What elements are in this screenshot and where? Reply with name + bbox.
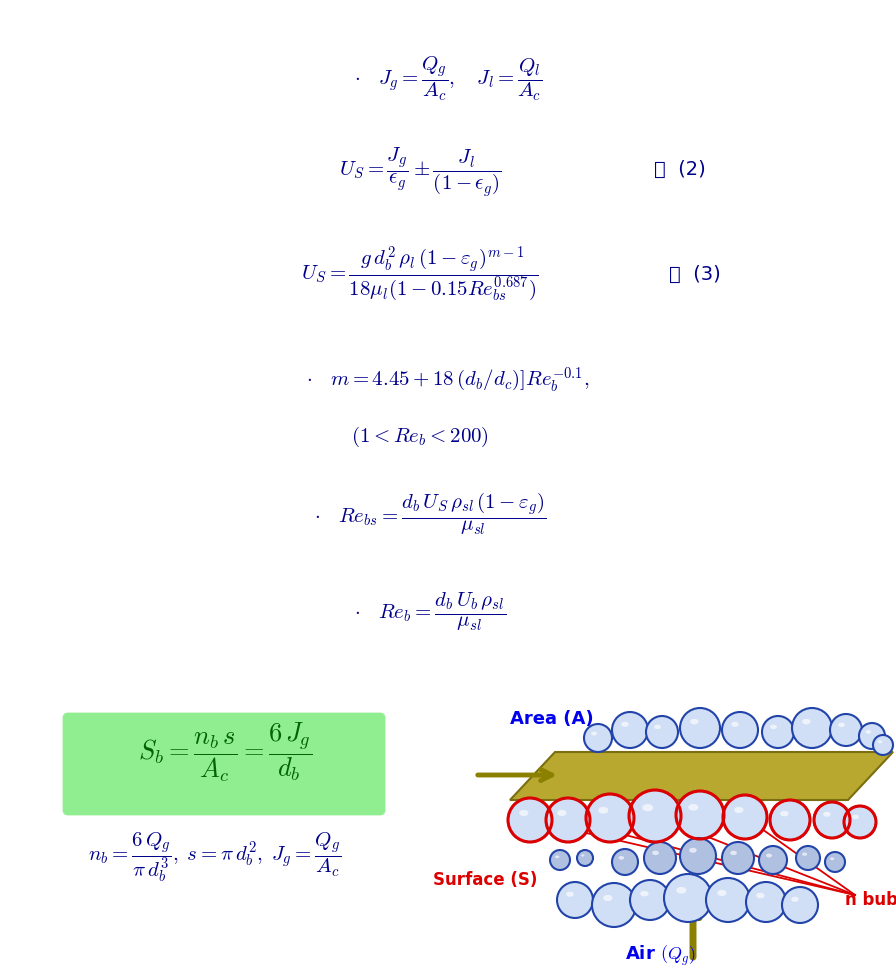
Ellipse shape — [730, 851, 737, 855]
Ellipse shape — [830, 858, 834, 861]
Ellipse shape — [556, 856, 559, 858]
Ellipse shape — [591, 732, 597, 736]
Ellipse shape — [603, 894, 613, 901]
Circle shape — [592, 883, 636, 927]
Circle shape — [676, 791, 724, 839]
Circle shape — [746, 882, 786, 922]
Text: 식  (3): 식 (3) — [669, 265, 721, 284]
Circle shape — [680, 708, 720, 748]
Circle shape — [646, 716, 678, 748]
Text: $\cdot \quad J_g = \dfrac{Q_g}{A_c}, \quad J_l = \dfrac{Q_l}{A_c}$: $\cdot \quad J_g = \dfrac{Q_g}{A_c}, \qu… — [354, 55, 542, 103]
Circle shape — [584, 724, 612, 752]
Ellipse shape — [566, 892, 573, 896]
Ellipse shape — [689, 848, 697, 853]
Circle shape — [873, 735, 893, 755]
Circle shape — [759, 846, 787, 874]
Circle shape — [629, 790, 681, 842]
Circle shape — [796, 846, 820, 870]
Circle shape — [814, 802, 850, 838]
Ellipse shape — [642, 804, 653, 811]
Text: 식  (2): 식 (2) — [654, 160, 706, 179]
Ellipse shape — [791, 896, 798, 902]
Circle shape — [723, 795, 767, 839]
Ellipse shape — [652, 851, 659, 855]
Circle shape — [644, 842, 676, 874]
Circle shape — [557, 882, 593, 918]
Circle shape — [664, 874, 712, 922]
FancyBboxPatch shape — [64, 714, 384, 814]
Circle shape — [782, 887, 818, 923]
Ellipse shape — [802, 718, 811, 724]
Text: Air $(Q_g)$: Air $(Q_g)$ — [625, 944, 695, 967]
Ellipse shape — [582, 854, 584, 857]
Circle shape — [762, 716, 794, 748]
Ellipse shape — [731, 721, 738, 727]
Circle shape — [508, 798, 552, 842]
Circle shape — [825, 852, 845, 872]
Circle shape — [830, 714, 862, 746]
Ellipse shape — [618, 856, 625, 860]
Text: $(1 < Re_b < 200)$: $(1 < Re_b < 200)$ — [351, 425, 489, 449]
Ellipse shape — [557, 810, 566, 816]
Circle shape — [612, 849, 638, 875]
Text: $\cdot \quad Re_{bs} = \dfrac{d_b\,U_S\,\rho_{sl}\,(1-\varepsilon_g)}{\mu_{sl}}$: $\cdot \quad Re_{bs} = \dfrac{d_b\,U_S\,… — [314, 490, 547, 537]
Ellipse shape — [676, 887, 686, 894]
Text: $n_b = \dfrac{6\,Q_g}{\pi\,d_b^3},\; s = \pi\,d_b^2,\; J_g = \dfrac{Q_g}{A_c}$: $n_b = \dfrac{6\,Q_g}{\pi\,d_b^3},\; s =… — [89, 830, 341, 884]
Polygon shape — [510, 752, 893, 800]
Ellipse shape — [717, 890, 727, 896]
Ellipse shape — [690, 718, 699, 724]
Ellipse shape — [519, 810, 529, 816]
Text: Area (A): Area (A) — [510, 710, 594, 728]
Text: $S_b = \dfrac{n_b\,s}{A_c} = \dfrac{6\,J_g}{d_b}$: $S_b = \dfrac{n_b\,s}{A_c} = \dfrac{6\,J… — [138, 720, 312, 783]
Circle shape — [612, 712, 648, 748]
Circle shape — [706, 878, 750, 922]
Text: $U_S = \dfrac{J_g}{\epsilon_g} \pm \dfrac{J_l}{(1-\epsilon_g)}$: $U_S = \dfrac{J_g}{\epsilon_g} \pm \dfra… — [339, 145, 502, 198]
Circle shape — [844, 806, 876, 838]
Circle shape — [577, 850, 593, 866]
Ellipse shape — [766, 854, 772, 858]
Circle shape — [722, 842, 754, 874]
Ellipse shape — [771, 724, 777, 729]
Text: $\cdot \quad m = 4.45 + 18\,(d_b/d_c)]Re_b^{-0.1},$: $\cdot \quad m = 4.45 + 18\,(d_b/d_c)]Re… — [306, 365, 590, 394]
Circle shape — [722, 712, 758, 748]
Ellipse shape — [866, 730, 871, 734]
Ellipse shape — [641, 891, 649, 896]
Text: $U_S = \dfrac{g\,d_b^2\,\rho_l\,(1-\varepsilon_g)^{m-1}}{18\mu_l(1 - 0.15Re_{bs}: $U_S = \dfrac{g\,d_b^2\,\rho_l\,(1-\vare… — [301, 245, 538, 305]
Ellipse shape — [802, 853, 807, 856]
Ellipse shape — [654, 724, 661, 729]
Ellipse shape — [621, 721, 629, 727]
Circle shape — [586, 794, 634, 842]
Text: Surface (S): Surface (S) — [433, 871, 538, 889]
Circle shape — [630, 880, 670, 920]
Circle shape — [770, 800, 810, 840]
Circle shape — [792, 708, 832, 748]
Ellipse shape — [823, 811, 831, 817]
Ellipse shape — [756, 893, 764, 898]
Ellipse shape — [599, 806, 608, 813]
Circle shape — [680, 838, 716, 874]
Circle shape — [550, 850, 570, 870]
Circle shape — [546, 798, 590, 842]
Text: n bubbles/s: n bubbles/s — [845, 891, 896, 909]
Circle shape — [859, 723, 885, 749]
Ellipse shape — [688, 804, 698, 810]
Ellipse shape — [734, 806, 744, 813]
Ellipse shape — [878, 741, 883, 744]
Text: $\cdot \quad Re_b = \dfrac{d_b\,U_b\,\rho_{sl}}{\mu_{sl}}$: $\cdot \quad Re_b = \dfrac{d_b\,U_b\,\rh… — [354, 590, 506, 632]
Ellipse shape — [838, 722, 845, 727]
Ellipse shape — [852, 814, 859, 819]
Ellipse shape — [780, 810, 788, 816]
